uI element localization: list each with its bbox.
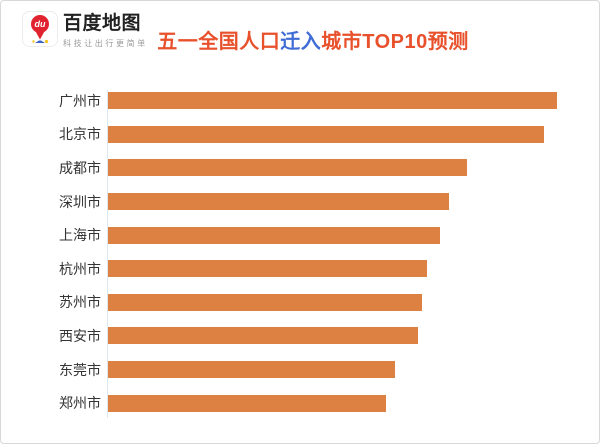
chart-row: 郑州市 — [1, 386, 599, 420]
bar-track — [108, 159, 599, 177]
title-segment-highlight: 迁入 — [280, 31, 322, 53]
logo-pin-text: du — [35, 19, 46, 29]
bar-label: 郑州市 — [59, 395, 101, 412]
logo-text: 百度地图 科技让出行更简单 — [63, 11, 148, 49]
chart-row: 广州市 — [1, 84, 599, 118]
chart-row: 杭州市 — [1, 252, 599, 286]
bar-track — [108, 327, 599, 345]
page-title: 五一全国人口迁入城市TOP10预测 — [1, 25, 599, 54]
bar — [108, 226, 441, 244]
title-segment-tail: 城市TOP10预测 — [321, 31, 469, 53]
bar — [108, 193, 450, 211]
chart-row: 西安市 — [1, 319, 599, 353]
bar-track — [108, 193, 599, 211]
chart-row: 苏州市 — [1, 286, 599, 320]
title-segment-main: 五一全国人口 — [157, 31, 281, 53]
chart-row: 上海市 — [1, 218, 599, 252]
bar — [108, 159, 468, 177]
map-pin-icon: du — [22, 11, 58, 50]
brand-tagline: 科技让出行更简单 — [63, 39, 148, 48]
bar-track — [108, 92, 599, 110]
bar-label: 成都市 — [59, 159, 101, 176]
chart-row: 成都市 — [1, 151, 599, 185]
bar-label: 杭州市 — [59, 260, 101, 277]
bar-label: 西安市 — [59, 327, 101, 344]
bar — [108, 293, 423, 311]
bar-label: 北京市 — [59, 126, 101, 143]
chart-row: 北京市 — [1, 118, 599, 152]
bar — [108, 361, 396, 379]
bar-label: 上海市 — [59, 227, 101, 244]
bar-label: 东莞市 — [59, 361, 101, 378]
y-axis-line — [107, 90, 108, 418]
bar-track — [108, 260, 599, 278]
bar-track — [108, 125, 599, 143]
bar-track — [108, 226, 599, 244]
bar — [108, 92, 557, 110]
bar-label: 广州市 — [59, 92, 101, 109]
bar-chart: 广州市北京市成都市深圳市上海市杭州市苏州市西安市东莞市郑州市 — [1, 84, 599, 420]
bar-track — [108, 394, 599, 412]
baidu-maps-logo: du 百度地图 科技让出行更简单 — [22, 11, 148, 50]
bar — [108, 394, 387, 412]
chart-row: 深圳市 — [1, 185, 599, 219]
bar — [108, 327, 418, 345]
bar-label: 深圳市 — [59, 193, 101, 210]
bar-track — [108, 361, 599, 379]
bar — [108, 260, 427, 278]
bar-label: 苏州市 — [59, 294, 101, 311]
chart-row: 东莞市 — [1, 353, 599, 387]
brand-name: 百度地图 — [63, 13, 142, 34]
bar — [108, 125, 544, 143]
bar-track — [108, 293, 599, 311]
